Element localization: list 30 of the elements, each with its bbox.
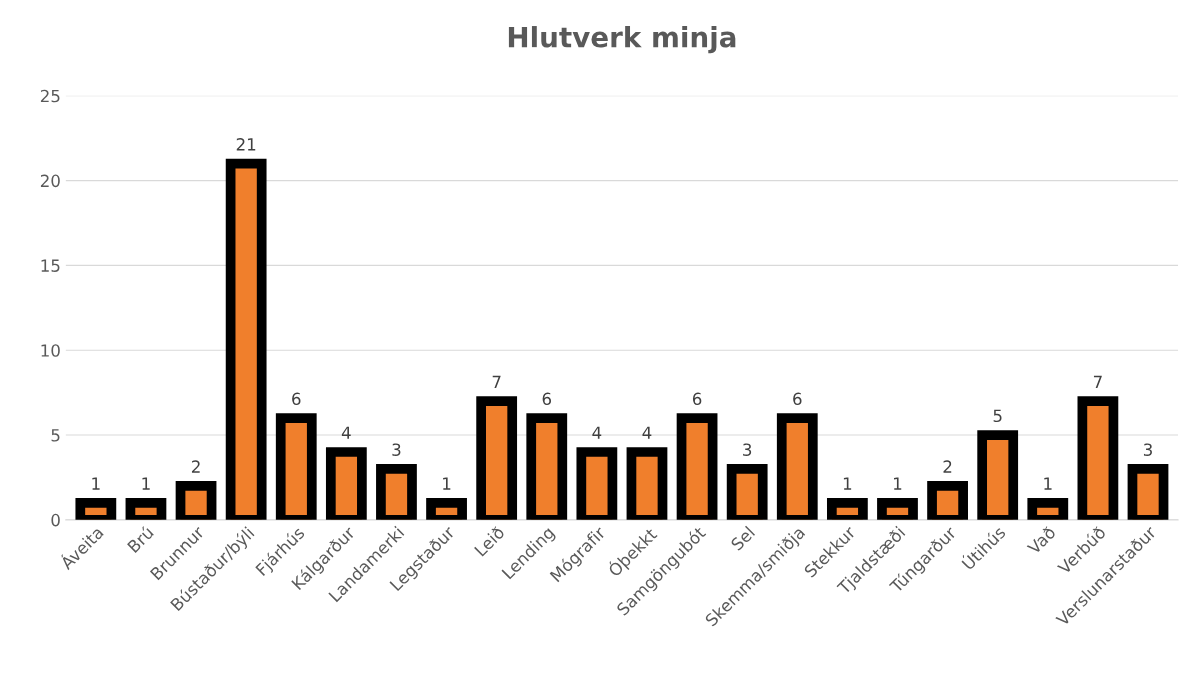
data-label: 6 — [793, 392, 802, 406]
data-label: 3 — [1143, 443, 1152, 456]
data-label: 6 — [292, 392, 301, 406]
data-label: 1 — [894, 477, 902, 490]
data-label: 21 — [236, 138, 256, 151]
data-label: 1 — [443, 477, 451, 490]
x-tick-label: Vað — [1026, 525, 1057, 556]
y-tick-label: 15 — [41, 259, 60, 272]
data-label: 5 — [993, 409, 1002, 423]
chart-title: Hlutverk minja — [508, 26, 736, 54]
data-label: 4 — [642, 426, 652, 439]
data-label: 3 — [743, 443, 752, 456]
data-label: 1 — [92, 477, 100, 490]
data-label: 1 — [843, 477, 852, 490]
data-label: 7 — [492, 375, 501, 388]
y-tick-label: 0 — [51, 513, 60, 527]
data-label: 6 — [542, 392, 552, 406]
data-label: 4 — [592, 426, 602, 439]
y-tick-label: 20 — [40, 174, 60, 188]
data-label: 7 — [1093, 375, 1102, 388]
data-label: 6 — [692, 392, 702, 406]
data-label: 4 — [341, 426, 351, 439]
data-label: 2 — [943, 460, 952, 473]
data-label: 3 — [392, 443, 401, 456]
data-label: 1 — [1044, 477, 1052, 490]
data-label: 1 — [142, 477, 150, 490]
y-tick-label: 25 — [40, 89, 60, 103]
data-label: 2 — [191, 460, 200, 473]
y-tick-label: 10 — [41, 344, 60, 357]
y-tick-label: 5 — [51, 429, 60, 442]
